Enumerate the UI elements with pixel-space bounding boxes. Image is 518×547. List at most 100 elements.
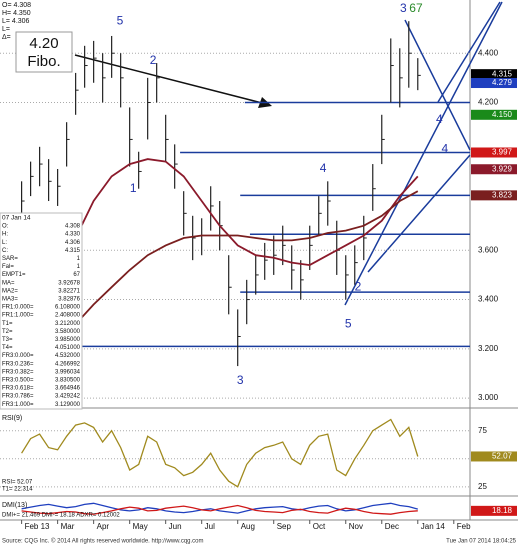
callout: 4.20 Fibo. <box>15 31 73 73</box>
series-line <box>56 190 419 345</box>
data-window-key: H: <box>2 232 8 238</box>
x-tick-label: Oct <box>313 522 326 531</box>
data-window-value: 3.212000 <box>55 321 81 327</box>
data-window-key: FR1:1.000= <box>2 313 34 319</box>
panel-note: DMI+= 21.469 DMI-= 18.18 ADXR= 0.12002 <box>2 513 120 519</box>
data-window-value: 3.82876 <box>58 296 80 302</box>
data-window-value: 3.996034 <box>55 369 81 375</box>
data-window-key: MA2= <box>2 288 18 294</box>
data-window-value: 1 <box>77 264 81 270</box>
x-tick-label: Mar <box>61 522 75 531</box>
series-line <box>56 158 419 288</box>
data-window-key: Fal= <box>2 264 14 270</box>
price-box-label: 3.929 <box>492 164 513 173</box>
y-tick-label: 4.200 <box>478 98 499 107</box>
data-window-key: FR3:0.618= <box>2 386 34 392</box>
data-window-value: 4.308 <box>65 224 81 230</box>
info-line: H= 4.350 <box>2 10 31 17</box>
trend-line <box>344 1 503 306</box>
data-window-value: 4.306 <box>65 240 81 246</box>
value-box-label: 18.18 <box>492 506 513 515</box>
trend-line <box>404 19 471 151</box>
wave-label: 67 <box>409 1 423 15</box>
data-window-value: 67 <box>73 272 80 278</box>
price-box <box>471 78 517 89</box>
wave-label: 4 <box>441 141 448 155</box>
data-window-value: 1 <box>77 256 81 262</box>
data-window-value: 4.532000 <box>55 353 81 359</box>
data-window-key: FR3:0.382= <box>2 369 34 375</box>
data-window-key: FR3:0.786= <box>2 394 34 400</box>
panel-title: DMI(13) <box>2 502 27 509</box>
price-box <box>471 190 517 201</box>
price-box-label: 4.315 <box>492 69 513 78</box>
wave-label: 5 <box>117 13 124 27</box>
trend-lines <box>344 1 503 306</box>
data-window-key: MA= <box>2 280 15 286</box>
wave-label: 1 <box>130 181 137 195</box>
y-tick-label: 4.400 <box>478 48 499 57</box>
data-window-value: 3.82271 <box>58 288 80 294</box>
price-box <box>471 164 517 175</box>
data-window-value: 3.664946 <box>55 386 81 392</box>
data-window-value: 4.315 <box>65 248 81 254</box>
panels <box>0 0 518 521</box>
x-tick-label: Nov <box>349 522 363 531</box>
wave-label: 3 <box>400 1 407 15</box>
wave-label: 4 <box>436 112 443 126</box>
price-box-label: 4.150 <box>492 110 513 119</box>
footer-source: Source: CQG Inc. © 2014 All rights reser… <box>2 538 204 545</box>
value-box <box>471 451 517 462</box>
x-tick-label: Aug <box>241 522 255 531</box>
data-window-value: 3.985000 <box>55 337 81 343</box>
data-window-key: T3= <box>2 337 13 343</box>
y-tick-label: 25 <box>478 482 487 491</box>
trend-line <box>367 154 471 273</box>
y-tick-label: 3.000 <box>478 393 499 402</box>
x-tick-label: Jan 14 <box>421 522 446 531</box>
data-window-key: C: <box>2 248 8 254</box>
price-box-label: 4.279 <box>492 78 513 87</box>
series-line <box>21 502 418 514</box>
x-tick-label: May <box>133 522 148 531</box>
data-window-key: FR3:1.000= <box>2 402 34 408</box>
data-window-key: L: <box>2 240 7 246</box>
value-box-label: 52.07 <box>492 452 513 461</box>
info-line: L= 4.306 <box>2 18 30 25</box>
data-window-key: SAR= <box>2 256 18 262</box>
wave-label: 2 <box>150 53 157 67</box>
panel-note: T1= 22.314 <box>2 487 33 493</box>
price-box <box>471 109 517 120</box>
data-window-value: 3.129000 <box>55 402 81 408</box>
arrow-line <box>74 54 263 104</box>
x-tick-label: Apr <box>97 522 110 531</box>
data-window-key: FR1:0.000= <box>2 305 34 311</box>
data-window-date: 07 Jan 14 <box>2 215 31 222</box>
data-window-value: 3.429242 <box>55 394 81 400</box>
data-window-value: 3.830500 <box>55 377 81 383</box>
wave-label: 3 <box>237 373 244 387</box>
info-line: O= 4.308 <box>2 2 31 9</box>
data-window-value: 6.108000 <box>55 305 81 311</box>
data-window-box <box>0 212 83 410</box>
y-tick-label: 3.200 <box>478 344 499 353</box>
info-line: Δ= <box>2 34 11 41</box>
x-tick-label: Jun <box>169 522 182 531</box>
trend-line <box>437 1 501 103</box>
price-box <box>471 69 517 80</box>
x-tick-label: Feb <box>457 522 471 531</box>
x-tick-label: Jul <box>205 522 215 531</box>
y-tick-label: 75 <box>478 426 487 435</box>
callout-text: 4.20 <box>29 35 58 52</box>
data-window-value: 4.051000 <box>55 345 81 351</box>
wave-label: 2 <box>355 279 362 293</box>
data-window-value: 4.330 <box>65 232 81 238</box>
wave-label: 5 <box>345 316 352 330</box>
x-tick-label: Sep <box>277 522 292 531</box>
y-tick-label: 3.400 <box>478 295 499 304</box>
data-window-value: 3.92678 <box>58 280 80 286</box>
data-window-key: EMPT1= <box>2 272 26 278</box>
